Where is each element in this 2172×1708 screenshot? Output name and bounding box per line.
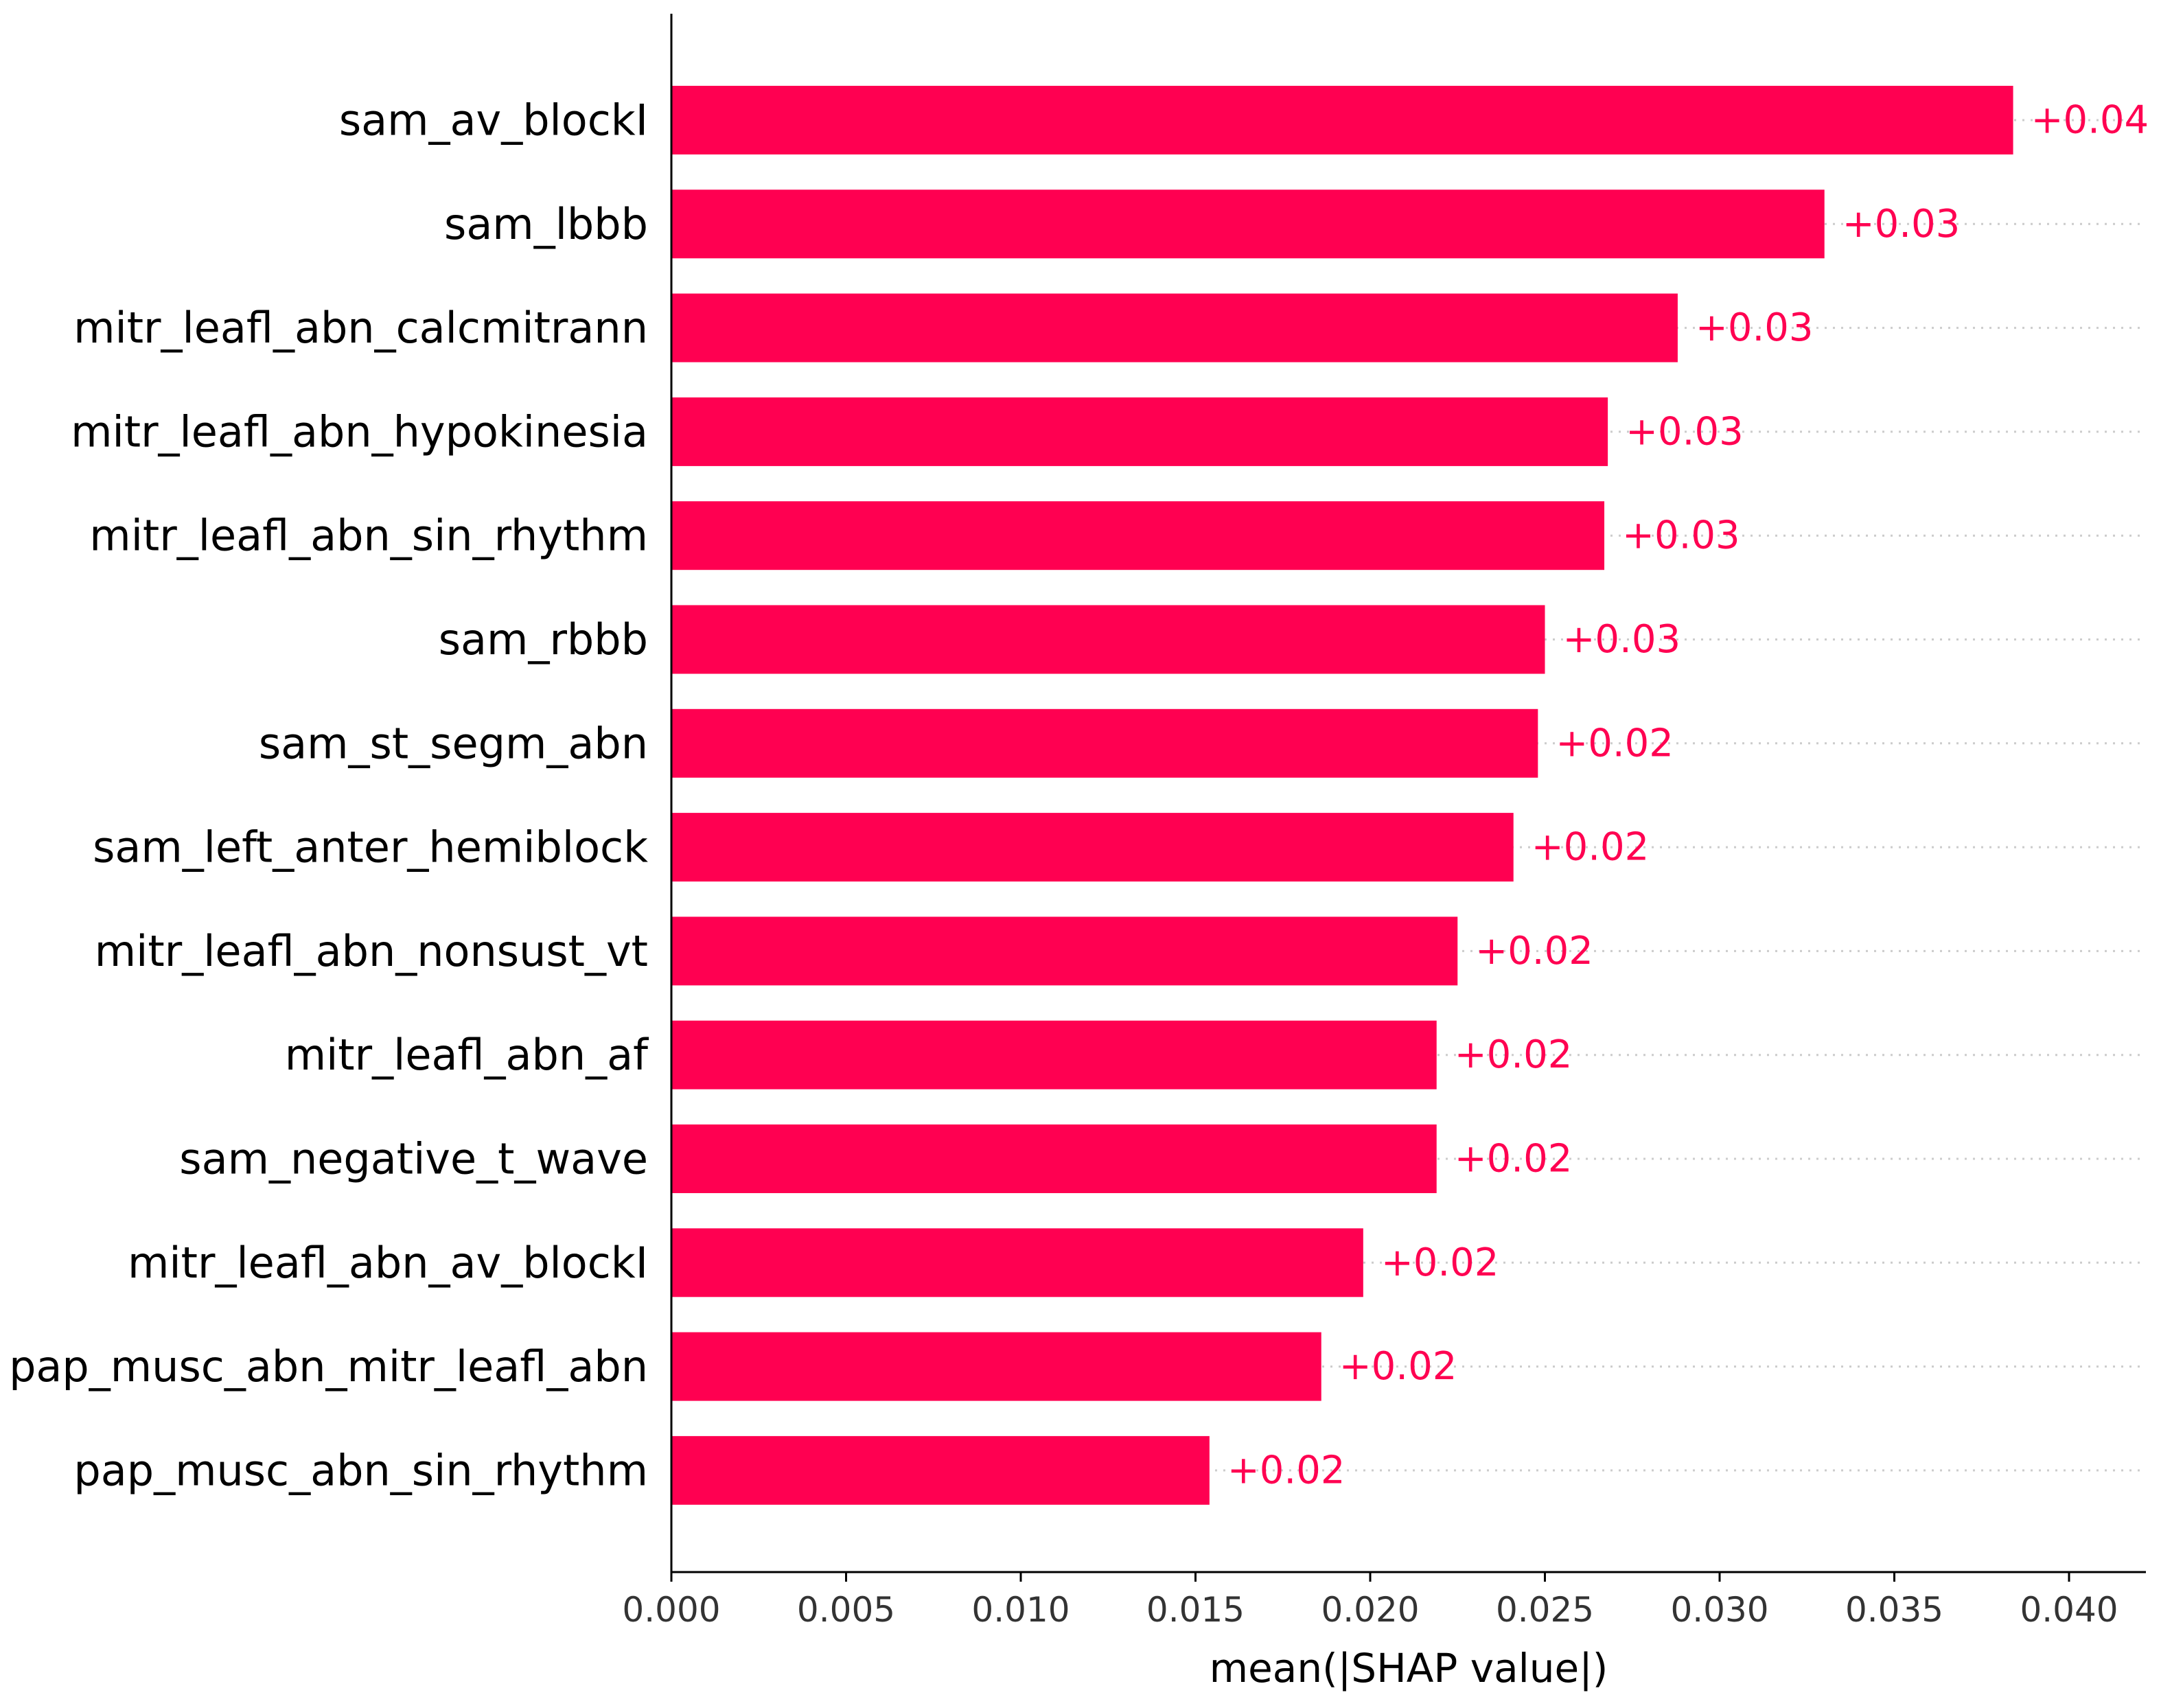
bar-pap_musc_abn_sin_rhythm	[671, 1435, 1210, 1505]
value-labels: +0.04 +0.03 +0.03 +0.03 +0.03 +0.03 +0.02 +0.02…	[1227, 98, 2149, 1493]
feature-label: mitr_leafl_abn_calcmitrann	[73, 303, 648, 353]
bar-pap_musc_abn_mitr_leafl_abn	[671, 1332, 1321, 1401]
bar-mitr_leafl_abn_nonsust_vt	[671, 916, 1458, 986]
feature-label: mitr_leafl_abn_nonsust_vt	[95, 926, 648, 976]
x-tick-label: 0.030	[1670, 1590, 1768, 1630]
value-label: +0.04	[2031, 98, 2149, 143]
feature-label: sam_st_segm_abn	[259, 718, 648, 768]
value-label: +0.02	[1227, 1448, 1345, 1492]
value-label: +0.03	[1696, 305, 1814, 350]
bar-sam_negative_t_wave	[671, 1124, 1437, 1193]
bar-mitr_leafl_abn_hypokinesia	[671, 397, 1608, 466]
bar-mitr_leafl_abn_af	[671, 1020, 1437, 1089]
x-tick-label: 0.005	[797, 1590, 895, 1630]
bar-sam_lbbb	[671, 189, 1825, 259]
bar-mitr_leafl_abn_av_blockI	[671, 1228, 1363, 1297]
feature-label: mitr_leafl_abn_av_blockI	[128, 1238, 648, 1288]
value-label: +0.02	[1475, 929, 1593, 973]
feature-labels: sam_av_blockI sam_lbbb mitr_leafl_abn_calc…	[9, 95, 649, 1496]
feature-label: mitr_leafl_abn_hypokinesia	[71, 406, 648, 457]
x-tick-label: 0.010	[971, 1590, 1070, 1630]
x-tick-label: 0.035	[1845, 1590, 1943, 1630]
x-tick-label: 0.040	[2020, 1590, 2118, 1630]
value-label: +0.02	[1532, 825, 1650, 870]
axes	[670, 14, 2146, 1573]
bar-sam_av_blockI	[671, 86, 2013, 154]
bar-sam_st_segm_abn	[671, 708, 1538, 778]
feature-label: pap_musc_abn_mitr_leafl_abn	[9, 1341, 648, 1392]
feature-label: sam_lbbb	[444, 199, 648, 249]
value-label: +0.02	[1455, 1032, 1573, 1077]
feature-label: mitr_leafl_abn_sin_rhythm	[89, 511, 648, 561]
value-label: +0.02	[1556, 721, 1674, 765]
feature-label: sam_left_anter_hemiblock	[93, 822, 648, 873]
bar-sam_rbbb	[671, 605, 1545, 674]
bars	[671, 86, 2013, 1505]
feature-label: sam_rbbb	[439, 614, 648, 665]
value-label: +0.03	[1622, 513, 1740, 558]
feature-label: sam_negative_t_wave	[179, 1134, 648, 1184]
value-label: +0.02	[1455, 1137, 1573, 1181]
value-label: +0.03	[1563, 617, 1681, 662]
bar-mitr_leafl_abn_calcmitrann	[671, 293, 1678, 362]
gridlines	[671, 119, 2146, 1472]
feature-label: pap_musc_abn_sin_rhythm	[73, 1445, 648, 1495]
feature-label: sam_av_blockI	[339, 95, 648, 146]
bar-mitr_leafl_abn_sin_rhythm	[671, 501, 1605, 570]
x-tick-label: 0.000	[622, 1590, 720, 1630]
value-label: +0.02	[1339, 1344, 1457, 1389]
value-label: +0.03	[1842, 202, 1961, 246]
value-label: +0.03	[1626, 409, 1744, 454]
feature-label: mitr_leafl_abn_af	[285, 1030, 649, 1080]
x-ticks: 0.000 0.005 0.010 0.015 0.020 0.025 0.030 0.035…	[622, 1572, 2118, 1630]
x-tick-label: 0.015	[1146, 1590, 1245, 1630]
value-label: +0.02	[1381, 1240, 1499, 1285]
x-axis-title: mean(|SHAP value|)	[1210, 1645, 1608, 1692]
bar-sam_left_anter_hemiblock	[671, 813, 1514, 882]
x-tick-label: 0.020	[1321, 1590, 1419, 1630]
x-tick-label: 0.025	[1496, 1590, 1594, 1630]
